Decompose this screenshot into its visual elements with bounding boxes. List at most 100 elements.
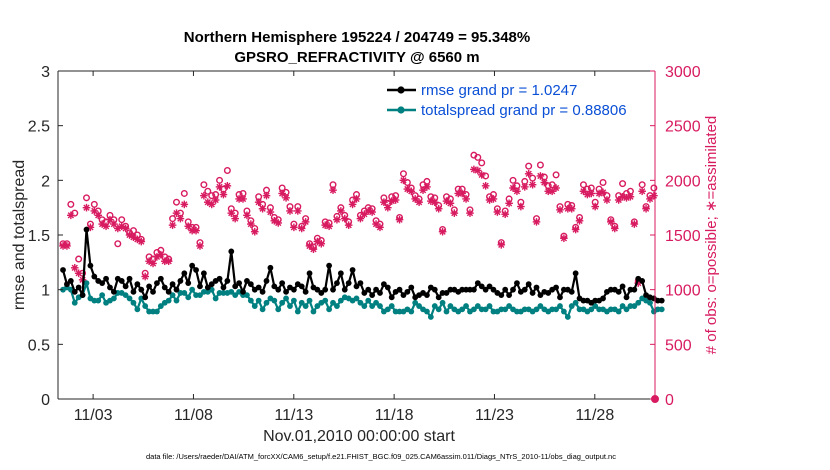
totalspread-point <box>615 308 622 315</box>
obs-possible-point <box>650 184 658 192</box>
totalspread-point <box>154 308 160 315</box>
totalspread-point <box>126 295 133 302</box>
totalspread-point <box>279 299 286 306</box>
y-right-tick-label: 3000 <box>665 64 701 81</box>
rmse-point <box>197 283 203 290</box>
totalspread-point <box>165 297 172 304</box>
obs-possible-point <box>478 159 486 167</box>
obs-assimilated-point <box>532 218 541 226</box>
totalspread-point <box>283 295 289 302</box>
obs-assimilated-point <box>340 214 349 223</box>
totalspread-point <box>357 299 364 306</box>
rmse-point <box>279 280 286 287</box>
obs-possible-point <box>619 180 627 188</box>
obs-assimilated-point <box>642 204 650 213</box>
rmse-point <box>431 286 438 293</box>
rmse-point <box>157 275 164 282</box>
obs-assimilated-point <box>446 199 455 208</box>
y-left-tick-label: 3 <box>41 64 50 81</box>
rmse-point <box>103 275 109 282</box>
y-right-tick-label: 500 <box>665 337 692 354</box>
obs-layer <box>59 151 659 403</box>
obs-assimilated-point <box>231 214 239 223</box>
rmse-point <box>482 286 489 293</box>
totalspread-point <box>294 308 301 315</box>
rmse-point <box>514 280 520 287</box>
plot-area <box>58 71 655 399</box>
x-tick-label: 11/08 <box>174 407 213 424</box>
rmse-point <box>322 286 329 293</box>
rmse-point <box>615 288 622 295</box>
obs-assimilated-point <box>172 209 181 217</box>
totalspread-point <box>157 303 164 309</box>
obs-assimilated-point <box>325 222 333 231</box>
obs-assimilated-point <box>286 207 294 215</box>
obs-assimilated-point <box>200 191 208 200</box>
rmse-point <box>345 280 352 287</box>
totalspread-point <box>560 308 567 315</box>
obs-assimilated-point <box>219 190 228 199</box>
y-left-tick-label: 2.5 <box>28 119 50 136</box>
rmse-point <box>193 267 199 273</box>
legend-rmse-label: rmse grand pr = 1.0247 <box>421 82 577 99</box>
obs-assimilated-point <box>626 192 635 201</box>
obs-possible-point <box>75 255 83 263</box>
y-left-tick-label: 2 <box>41 173 50 190</box>
totalspread-point <box>247 297 254 304</box>
obs-assimilated-point <box>266 208 275 216</box>
rmse-point <box>107 284 113 291</box>
obs-assimilated-point <box>575 216 584 225</box>
totalspread-point <box>557 303 563 309</box>
x-ticks: 11/03 11/08 11/13 11/18 11/23 11/28 <box>74 71 614 424</box>
obs-assimilated-point <box>223 182 232 190</box>
rmse-point <box>486 283 493 290</box>
obs-assimilated-point <box>384 203 392 212</box>
totalspread-point <box>384 306 391 313</box>
obs-assimilated-point <box>505 199 513 208</box>
totalspread-point <box>459 306 466 313</box>
totalspread-point <box>447 303 454 309</box>
rmse-point <box>568 288 575 295</box>
rmse-point <box>208 281 215 288</box>
totalspread-point <box>287 303 293 309</box>
obs-possible-point <box>599 179 607 187</box>
rmse-point <box>298 283 305 290</box>
totalspread-point <box>134 306 141 313</box>
rmse-point <box>169 281 176 288</box>
obs-assimilated-point <box>63 242 71 250</box>
obs-assimilated-point <box>450 209 459 217</box>
rmse-point <box>377 290 383 296</box>
totalspread-point <box>369 303 376 309</box>
totalspread-point <box>251 303 258 309</box>
obs-assimilated-point <box>274 219 283 227</box>
x-tick-label: 11/23 <box>475 407 514 424</box>
obs-assimilated-point <box>407 187 416 196</box>
rmse-point <box>118 278 125 284</box>
totalspread-point <box>142 303 149 309</box>
obs-assimilated-point <box>540 178 549 187</box>
totalspread-point <box>377 303 383 309</box>
obs-assimilated-point <box>560 234 568 243</box>
obs-possible-point <box>67 200 75 208</box>
rmse-point <box>474 280 481 287</box>
rmse-point <box>384 284 391 291</box>
obs-assimilated-point <box>567 204 576 213</box>
rmse-point <box>369 292 376 299</box>
x-tick-label: 11/03 <box>74 407 113 424</box>
chart-subtitle: GPSRO_REFRACTIVITY @ 6560 m <box>234 49 479 66</box>
obs-assimilated-point <box>571 225 580 234</box>
totalspread-point <box>232 292 239 299</box>
rmse-point <box>290 286 297 293</box>
obs-assimilated-point <box>391 196 400 204</box>
rmse-point <box>408 284 415 291</box>
obs-assimilated-point <box>607 218 615 226</box>
obs-assimilated-point <box>556 206 564 214</box>
rmse-point <box>506 292 513 299</box>
rmse-point <box>240 288 246 295</box>
totalspread-point <box>588 306 595 313</box>
totalspread-point <box>388 303 395 309</box>
obs-assimilated-point <box>168 221 177 229</box>
rmse-point <box>396 286 403 293</box>
legend-rmse-marker <box>397 86 405 94</box>
rmse-point <box>99 280 106 287</box>
